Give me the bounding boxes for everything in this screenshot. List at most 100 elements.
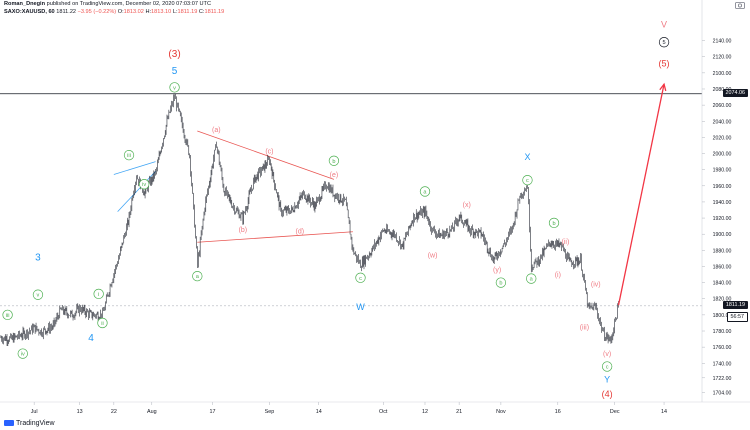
open-value: 1813.02	[123, 9, 144, 15]
time-tick-label: 21	[456, 409, 462, 415]
wave-label-circle	[2, 309, 13, 321]
wave-label: (d)	[295, 228, 304, 235]
wave-label-circle	[139, 179, 150, 190]
brand-text: TradingView	[16, 420, 55, 427]
wave-label: c	[606, 365, 609, 371]
high-value: 1813.10	[151, 9, 172, 15]
wave-label: (e)	[330, 172, 339, 179]
wave-label-circle	[123, 149, 135, 161]
price-tick-label: 1960.00	[713, 184, 732, 190]
wave-label: iv	[142, 182, 146, 188]
wave-label-circle	[658, 37, 670, 48]
time-tick-label: 16	[555, 409, 561, 415]
wave-label: a	[423, 189, 427, 195]
tradingview-logo-icon	[4, 420, 14, 427]
wave-label-circle	[192, 271, 203, 282]
time-tick-label: Dec	[610, 409, 620, 415]
price-tick-label: 2020.00	[713, 135, 732, 141]
price-tag: 1811.19	[722, 301, 748, 310]
wave-label: (a)	[212, 127, 221, 134]
publish-info: Roman_Dnegin published on TradingView.co…	[4, 1, 211, 7]
trendlines	[113, 130, 353, 243]
price-tick-label: 2060.00	[713, 103, 732, 109]
wave-label: Y	[604, 375, 610, 385]
wave-label-circle	[522, 175, 533, 186]
wave-label: (3)	[168, 49, 180, 60]
price-axis[interactable]: 1704.00 1722.00 1740.00 1760.00 1780.00 1800.…	[701, 0, 732, 402]
projection-arrow-head	[659, 82, 667, 92]
wave-label-circle	[548, 217, 560, 229]
wave-label: (c)	[265, 149, 273, 156]
wave-label: X	[524, 152, 530, 162]
wave-label-circle	[495, 277, 507, 288]
wave-label-circle	[419, 186, 431, 197]
price-tick-label: 1880.00	[713, 248, 732, 254]
wave-label-circle	[97, 317, 108, 329]
wave-label: (v)	[603, 351, 611, 358]
price-tick-label: 1900.00	[713, 232, 732, 238]
time-tick-label: Jul	[31, 409, 38, 415]
wave-label: c	[526, 178, 529, 184]
wave-label-circle	[328, 155, 340, 166]
wave-label: a	[196, 274, 200, 280]
wave-label-circle	[17, 348, 28, 359]
price-tick-label: 1704.00	[713, 390, 732, 396]
price-tick-label: 1760.00	[713, 345, 732, 351]
wave-label-circle	[93, 288, 104, 300]
time-tick-label: 14	[316, 409, 322, 415]
price-tick-label: 2140.00	[713, 39, 732, 45]
footer-brand[interactable]: TradingView	[4, 420, 55, 427]
wave-label: (i)	[555, 272, 561, 279]
trendline	[197, 130, 335, 180]
wave-label: 5	[662, 40, 665, 46]
price-tick-label: 1840.00	[713, 281, 732, 287]
price-tick-label: 1780.00	[713, 329, 732, 335]
price-tick-label: 2100.00	[713, 71, 732, 77]
wave-label: b	[499, 281, 502, 287]
wave-label: 4	[88, 333, 94, 344]
price-tick-label: 2040.00	[713, 119, 732, 125]
time-tick-label: Aug	[147, 409, 157, 415]
price-candles	[0, 93, 619, 346]
price-tick-label: 2080.00	[713, 87, 732, 93]
open-label: O:	[117, 9, 124, 15]
price-tick-label: 1820.00	[713, 297, 732, 303]
wave-label-circle	[601, 361, 613, 372]
wave-label: (w)	[428, 253, 438, 260]
publish-text: published on TradingView.com, December 0…	[46, 1, 211, 7]
horizontal-lines	[0, 93, 702, 307]
symbol-info: SAXO:XAUUSD, 60 1811.22 −3.95 (−0.22%) O…	[4, 9, 224, 15]
time-axis[interactable]: Jul 13 22 Aug 17 Sep 14 Oct 12 21 Nov 16 Dec 14	[0, 401, 750, 415]
wave-label: 5	[172, 66, 178, 77]
trendline	[197, 231, 353, 243]
time-tick-label: 12	[422, 409, 428, 415]
time-tick-label: Oct	[379, 409, 388, 415]
wave-label: (b)	[239, 227, 248, 234]
time-tick-label: 22	[111, 409, 117, 415]
wave-label: V	[661, 20, 667, 30]
wave-label: ii	[101, 321, 104, 327]
camera-icon[interactable]	[735, 1, 745, 9]
price-tick-label: 1920.00	[713, 216, 732, 222]
wave-label: b	[552, 221, 555, 227]
projection-arrow-line	[617, 84, 665, 306]
trendline	[113, 161, 156, 175]
price-tick-label: 1980.00	[713, 168, 732, 174]
price-tag: 2074.06	[722, 89, 748, 98]
wave-label: v	[37, 293, 40, 299]
wave-label: (iii)	[580, 324, 589, 331]
price-tick-label: 1940.00	[713, 200, 732, 206]
time-tick-label: 17	[209, 409, 215, 415]
wave-label: (4)	[602, 389, 613, 399]
last-price: 1811.22	[56, 9, 77, 15]
time-tick-label: 13	[77, 409, 83, 415]
wave-label: b	[332, 159, 335, 165]
price-tag: 56:57	[726, 311, 748, 322]
low-value: 1811.19	[177, 9, 198, 15]
wave-label: (y)	[493, 267, 501, 274]
wave-label-circle	[169, 82, 180, 93]
price-tick-label: 2120.00	[713, 55, 732, 61]
price-tick-label: 1800.00	[713, 313, 732, 319]
author-name[interactable]: Roman_Dnegin	[4, 1, 46, 7]
